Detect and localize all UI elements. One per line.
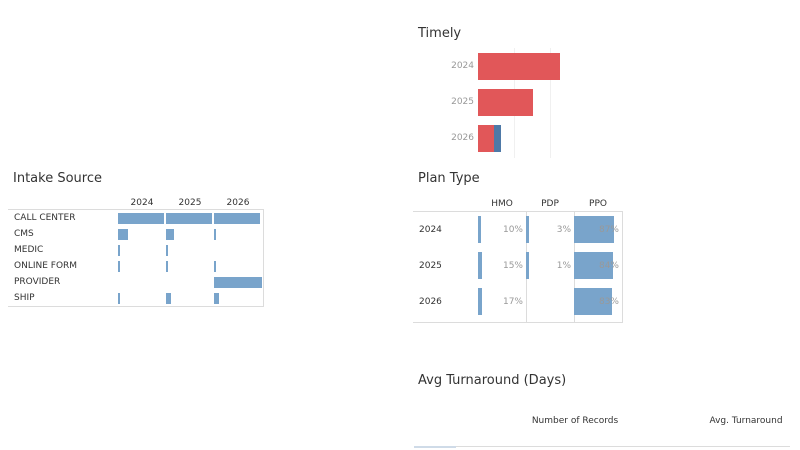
intake-right-border <box>263 209 264 306</box>
intake-bar-2025 <box>166 293 171 304</box>
plan-header-ppo: PPO <box>589 199 607 209</box>
plan-year-label: 2026 <box>419 297 442 307</box>
turnaround-col-records: Number of Records <box>531 416 619 426</box>
turnaround-title: Avg Turnaround (Days) <box>418 373 567 388</box>
intake-row-label: ONLINE FORM <box>14 261 78 271</box>
plan-bar-ppo <box>574 216 615 243</box>
plan-top-border <box>413 211 623 212</box>
intake-row-label: CMS <box>14 229 34 239</box>
plan-bar-ppo <box>574 288 613 315</box>
intake-top-border <box>8 209 264 210</box>
turnaround-col-avg: Avg. Turnaround <box>709 416 783 426</box>
turnaround-divider <box>414 446 790 447</box>
intake-row-label: MEDIC <box>14 245 44 255</box>
plan-bar-pdp <box>526 216 529 243</box>
timely-year-label-2024: 2024 <box>451 61 474 71</box>
intake-bar-2025 <box>166 213 212 224</box>
intake-bar-2024 <box>118 213 164 224</box>
plan-right-border <box>622 211 623 322</box>
plan-chart: 2024 10% 3% 87% 2025 15% 1% 84% 2026 17% 83% <box>413 211 625 323</box>
plan-pct-label-ppo: 84% <box>598 261 619 271</box>
intake-bar-2025 <box>166 229 175 240</box>
timely-bar-untimely-2026 <box>494 125 501 152</box>
intake-bar-2025 <box>166 261 168 272</box>
plan-pct-label-ppo: 87% <box>598 225 619 235</box>
timely-year-label-2026: 2026 <box>451 133 474 143</box>
plan-pct-label-pdp: 1% <box>556 261 571 271</box>
intake-row-label: SHIP <box>14 293 35 303</box>
plan-pct-label-hmo: 10% <box>502 225 523 235</box>
intake-bar-2024 <box>118 229 129 240</box>
plan-bar-ppo <box>574 252 613 279</box>
intake-bar-2026 <box>214 229 217 240</box>
plan-pct-label-hmo: 15% <box>502 261 523 271</box>
plan-bottom-border <box>413 322 623 323</box>
intake-bar-2026 <box>214 293 219 304</box>
timely-bar-timely-2024 <box>478 53 560 80</box>
intake-year-header-2025: 2025 <box>178 198 202 208</box>
plan-pct-label-pdp: 3% <box>556 225 571 235</box>
plan-pct-label-hmo: 17% <box>502 297 523 307</box>
plan-header-pdp: PDP <box>541 199 559 209</box>
timely-title: Timely <box>418 26 462 41</box>
turnaround-scroll-indicator <box>414 446 456 448</box>
plan-year-label: 2024 <box>419 225 442 235</box>
intake-bar-2026 <box>214 261 217 272</box>
timely-gridline <box>550 48 551 158</box>
intake-bar-2025 <box>166 245 168 256</box>
intake-bar-2026 <box>214 213 260 224</box>
plan-bar-hmo <box>478 252 482 279</box>
timely-bar-timely-2026 <box>478 125 495 152</box>
intake-bar-2024 <box>118 245 120 256</box>
intake-year-header-2026: 2026 <box>226 198 250 208</box>
intake-bar-2026 <box>214 277 263 288</box>
plan-bar-hmo <box>478 288 483 315</box>
plan-year-label: 2025 <box>419 261 442 271</box>
intake-row-label: CALL CENTER <box>14 213 76 223</box>
intake-bar-2024 <box>118 293 120 304</box>
intake-bar-2024 <box>118 261 120 272</box>
plan-bar-hmo <box>478 216 481 243</box>
plan-header-hmo: HMO <box>491 199 513 209</box>
timely-year-label-2025: 2025 <box>451 97 474 107</box>
intake-year-header-2024: 2024 <box>130 198 154 208</box>
timely-bar-timely-2025 <box>478 89 533 116</box>
intake-chart: CALL CENTER CMS MEDIC ONLINE FORM PROVIDER SH… <box>8 209 264 309</box>
plan-title: Plan Type <box>418 171 480 186</box>
intake-bottom-border <box>8 306 264 307</box>
plan-pct-label-ppo: 83% <box>598 297 619 307</box>
timely-chart: 2024 2025 2026 <box>418 48 578 158</box>
intake-title: Intake Source <box>13 171 102 186</box>
plan-bar-pdp <box>526 252 529 279</box>
intake-row-label: PROVIDER <box>14 277 61 287</box>
